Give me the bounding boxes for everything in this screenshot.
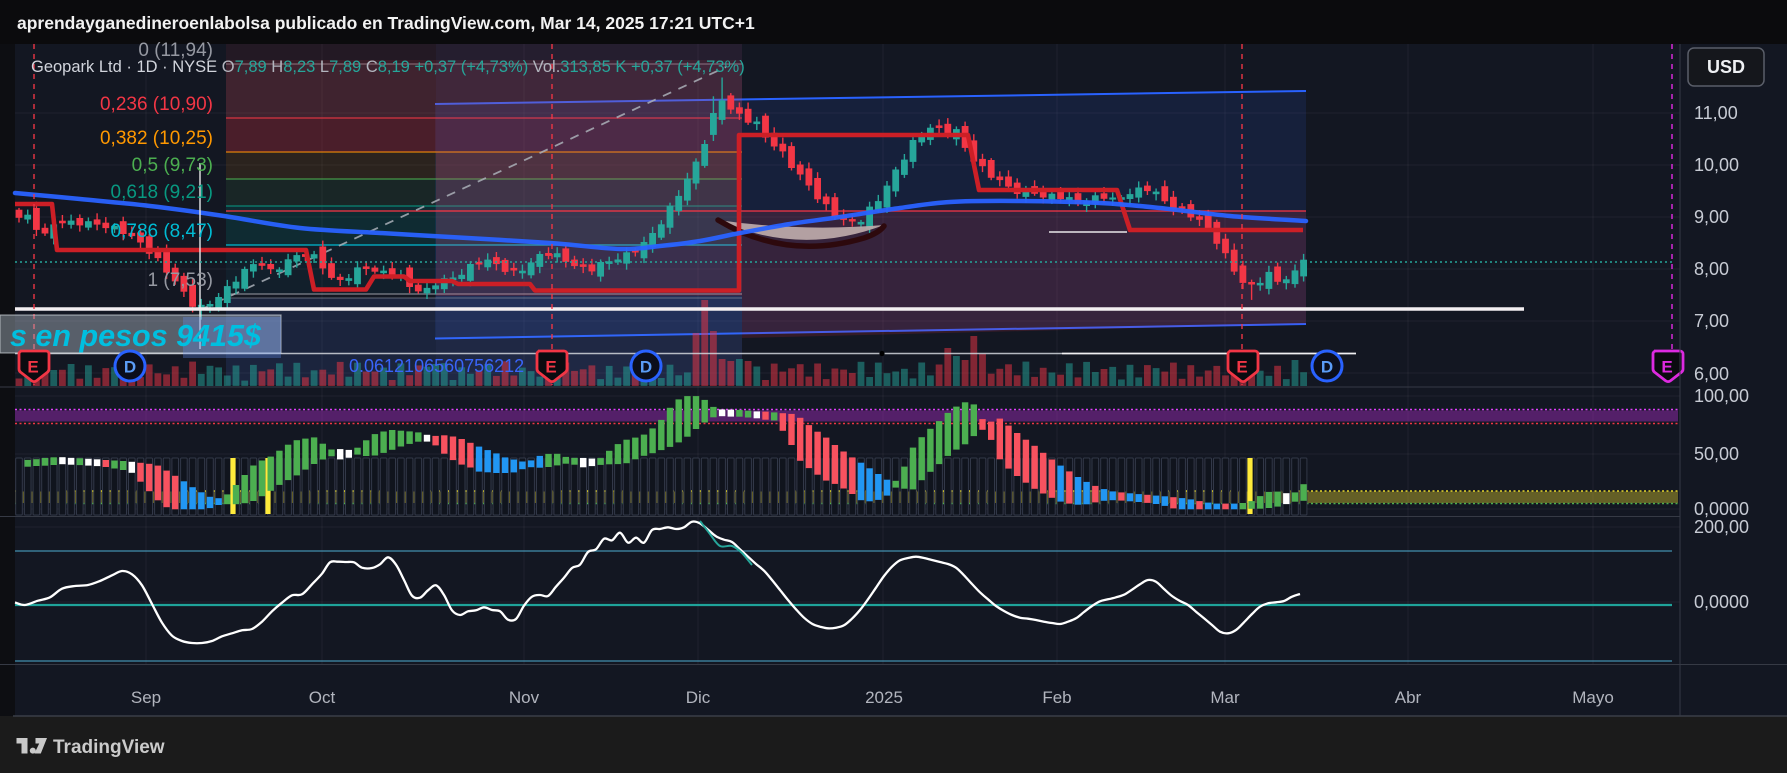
svg-text:D: D	[124, 358, 136, 377]
svg-text:10,00: 10,00	[1694, 155, 1739, 175]
svg-text:D: D	[640, 358, 652, 377]
svg-text:1 (7,53): 1 (7,53)	[148, 270, 213, 291]
svg-text:7,00: 7,00	[1694, 311, 1729, 331]
svg-text:0.0612106560756212: 0.0612106560756212	[349, 356, 524, 376]
svg-text:2025: 2025	[865, 688, 903, 707]
svg-text:0 (11,94): 0 (11,94)	[138, 40, 213, 61]
svg-text:Mar: Mar	[1210, 688, 1240, 707]
svg-text:100,00: 100,00	[1694, 386, 1749, 406]
svg-text:Dic: Dic	[686, 688, 711, 707]
svg-text:E: E	[545, 358, 556, 377]
svg-text:0,5 (9,73): 0,5 (9,73)	[132, 155, 213, 176]
svg-text:0,786 (8,47): 0,786 (8,47)	[111, 221, 213, 242]
svg-text:E: E	[1661, 358, 1672, 377]
svg-text:Sep: Sep	[131, 688, 161, 707]
svg-text:aprendayganedineroenlabolsa pu: aprendayganedineroenlabolsa publicado en…	[17, 13, 755, 33]
svg-text:D: D	[1321, 358, 1333, 377]
svg-text:Geopark Ltd · 1D · NYSE O7,89: Geopark Ltd · 1D · NYSE O7,89 H8,23 L7,8…	[31, 58, 745, 76]
svg-text:200,00: 200,00	[1694, 517, 1749, 537]
svg-text:E: E	[27, 358, 38, 377]
svg-text:9,00: 9,00	[1694, 207, 1729, 227]
svg-text:0,382 (10,25): 0,382 (10,25)	[100, 128, 213, 149]
svg-text:50,00: 50,00	[1694, 444, 1739, 464]
svg-text:8,00: 8,00	[1694, 259, 1729, 279]
svg-text:Oct: Oct	[309, 688, 336, 707]
svg-text:Feb: Feb	[1042, 688, 1071, 707]
svg-text:USD: USD	[1707, 57, 1745, 77]
svg-text:0,236 (10,90): 0,236 (10,90)	[100, 94, 213, 115]
svg-text:11,00: 11,00	[1694, 103, 1738, 123]
svg-text:E: E	[1236, 358, 1247, 377]
svg-text:0,0000: 0,0000	[1694, 499, 1749, 519]
svg-text:6,00: 6,00	[1694, 364, 1729, 384]
svg-text:0,0000: 0,0000	[1694, 592, 1749, 612]
svg-text:Nov: Nov	[509, 688, 540, 707]
svg-text:Abr: Abr	[1395, 688, 1422, 707]
svg-text:TradingView: TradingView	[53, 737, 165, 758]
svg-text:s en pesos 9415$: s en pesos 9415$	[10, 319, 262, 353]
svg-text:Mayo: Mayo	[1572, 688, 1614, 707]
svg-text:0,618 (9,21): 0,618 (9,21)	[111, 182, 213, 203]
